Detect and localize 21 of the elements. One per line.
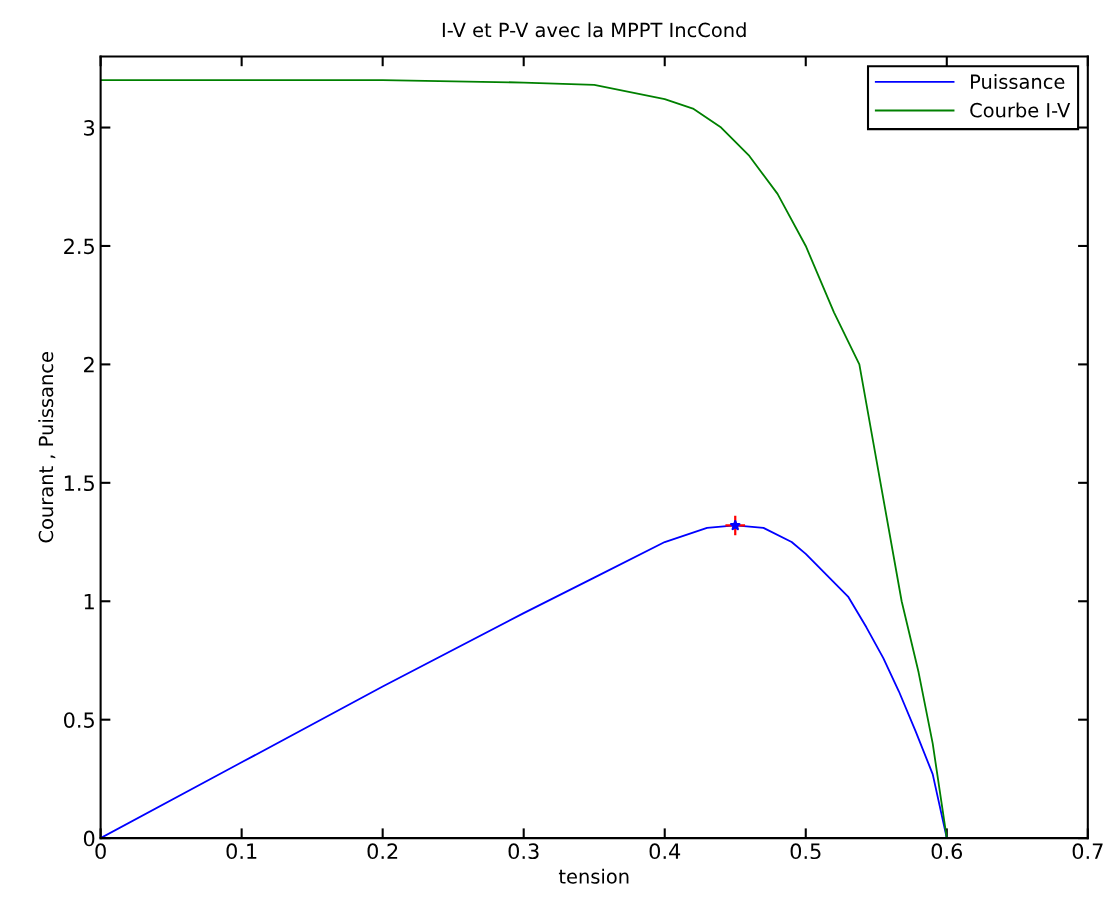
x-tick-label: 0.1 (226, 843, 257, 860)
x-tick-label: 0.6 (931, 843, 963, 860)
legend-label: Courbe I-V (970, 102, 1071, 118)
y-tick-label: 2.5 (64, 238, 94, 255)
x-tick-label: 0.5 (790, 843, 821, 860)
x-axis-title: tension (558, 868, 629, 884)
y-tick-label: 1 (84, 593, 94, 610)
y-tick-label: 0.5 (64, 712, 94, 728)
y-tick-label: 1.5 (64, 475, 94, 492)
y-axis-title: Courant , Puissance (38, 352, 56, 543)
legend-label: Puissance (971, 73, 1065, 90)
chart-title: I-V et P-V avec la MPPT IncCond (442, 22, 746, 38)
x-tick-label: 0 (95, 843, 106, 860)
line-series (100, 79, 948, 839)
y-tick-label: 0 (83, 830, 95, 847)
x-tick-label: 0.4 (649, 843, 681, 860)
x-tick-label: 0.3 (508, 843, 539, 860)
x-tick-label: 0.7 (1072, 843, 1103, 860)
x-tick-label: 0.2 (367, 843, 398, 860)
y-tick-label: 2 (84, 356, 94, 373)
y-tick-label: 3 (84, 119, 95, 136)
